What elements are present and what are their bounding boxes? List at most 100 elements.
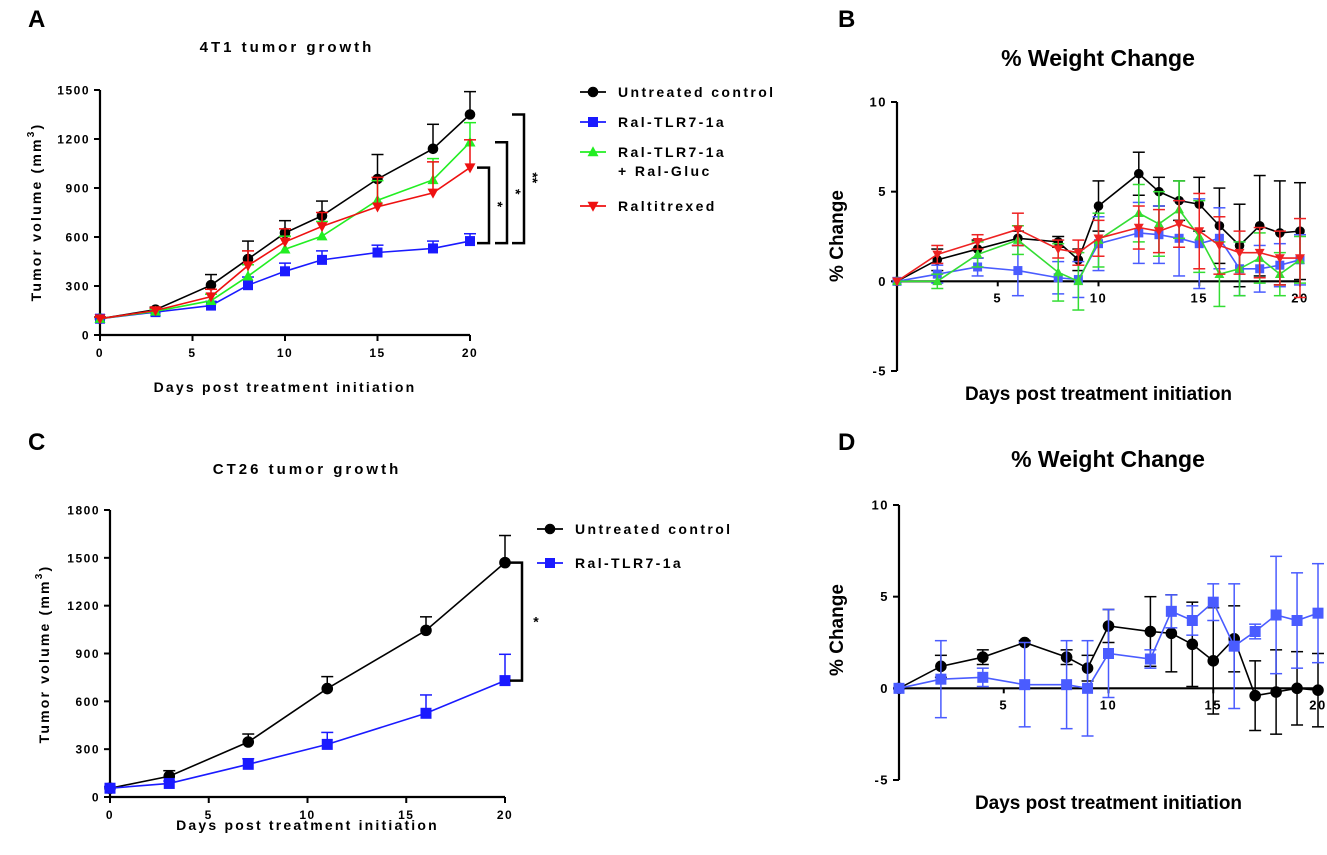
significance-star: * — [490, 202, 506, 208]
data-point — [427, 188, 439, 199]
y-tick-label: 600 — [75, 695, 100, 709]
data-point — [1214, 241, 1225, 251]
legend-label: Ral-TLR7-1a — [618, 114, 726, 130]
panel-label: D — [838, 429, 855, 456]
x-axis-label: Days post treatment initiation — [965, 384, 1232, 405]
panel-a: A 4T1 tumor growth 0 300 600 900 1200 1500 0 5 10 1… — [26, 6, 775, 395]
data-point — [1144, 653, 1156, 665]
legend-marker — [588, 117, 598, 127]
data-point — [1186, 638, 1199, 651]
data-point — [1295, 254, 1305, 264]
y-tick-label: 1200 — [67, 599, 100, 613]
x-tick-label: 5 — [993, 290, 1002, 305]
data-point — [321, 738, 333, 750]
data-point — [206, 300, 216, 311]
data-point — [321, 682, 334, 695]
x-tick-label: 0 — [106, 808, 114, 822]
x-tick-label: 15 — [398, 808, 414, 822]
data-point — [150, 306, 161, 317]
legend-label: Untreated control — [575, 521, 732, 537]
data-point — [1133, 223, 1144, 233]
series-line — [109, 562, 506, 790]
y-axis-label-close: ) — [28, 123, 44, 130]
y-tick-label: 5 — [878, 184, 887, 199]
data-point — [104, 782, 116, 794]
data-point — [242, 758, 254, 770]
legend-label: Ral-TLR7-1a — [575, 555, 683, 571]
y-axis-label-superscript: 3 — [26, 130, 37, 138]
data-point — [972, 238, 983, 248]
data-point — [205, 292, 217, 303]
y-tick-label: 300 — [75, 743, 100, 757]
data-point — [1053, 245, 1064, 255]
data-point — [1093, 234, 1104, 244]
legend-item: Untreated control — [580, 84, 775, 100]
y-axis-label: % Change — [827, 190, 848, 282]
data-point — [464, 109, 476, 120]
data-point — [1144, 625, 1157, 638]
x-tick-label: 5 — [205, 808, 213, 822]
significance-bracket: * — [495, 141, 524, 245]
bracket-line — [512, 113, 526, 245]
x-tick-label: 20 — [462, 346, 478, 360]
data-point — [1186, 615, 1198, 626]
y-tick-label: 900 — [75, 647, 100, 661]
data-point — [317, 254, 327, 265]
data-point — [1082, 682, 1094, 694]
y-tick-label: -5 — [874, 773, 889, 788]
x-axis-label: Days post treatment initiation — [975, 793, 1242, 814]
panel-label: A — [28, 6, 45, 33]
y-tick-label: 10 — [872, 498, 889, 513]
data-point — [316, 230, 328, 241]
legend: Untreated control Ral-TLR7-1a Ral-TLR7-1a +… — [580, 84, 775, 214]
data-point — [1234, 248, 1245, 258]
data-point — [427, 143, 439, 155]
bracket-line — [510, 561, 524, 682]
data-point — [242, 261, 254, 272]
significance-bracket: * — [477, 166, 506, 245]
data-point — [243, 280, 253, 291]
data-point — [932, 276, 943, 286]
panel-label: C — [28, 429, 45, 456]
series-line — [898, 600, 1319, 690]
data-point — [1061, 679, 1073, 691]
chart-title: 4T1 tumor growth — [200, 39, 375, 56]
data-point — [1073, 276, 1084, 286]
legend-item: Untreated control — [537, 521, 732, 537]
y-tick-label: 0 — [878, 274, 887, 289]
legend-label: Ral-TLR7-1a — [618, 144, 726, 160]
data-point — [280, 266, 290, 277]
data-point — [1270, 609, 1282, 621]
legend-marker — [544, 523, 556, 535]
y-tick-label: 900 — [65, 182, 90, 196]
data-point — [242, 270, 254, 281]
legend-marker — [587, 201, 599, 212]
data-point — [1312, 607, 1324, 619]
significance-bracket: * — [510, 561, 539, 682]
y-tick-label: 300 — [65, 280, 90, 294]
y-tick-label: 1200 — [57, 133, 90, 147]
x-tick-label: 10 — [277, 346, 293, 360]
data-point — [464, 163, 476, 174]
legend-label-line2: + Ral-Gluc — [618, 163, 712, 179]
data-point — [1073, 248, 1084, 258]
data-point — [465, 236, 475, 247]
data-point — [1207, 655, 1220, 667]
legend-marker — [587, 86, 599, 98]
data-point — [1019, 679, 1031, 691]
legend-label: Raltitrexed — [618, 198, 717, 214]
data-point — [977, 671, 989, 683]
data-point — [279, 237, 291, 248]
data-point — [1291, 682, 1303, 695]
series-line — [109, 679, 506, 790]
data-point — [1012, 225, 1023, 235]
legend-label: Untreated control — [618, 84, 775, 100]
data-point — [892, 277, 902, 287]
y-tick-label: 10 — [870, 95, 887, 110]
legend-marker — [587, 146, 599, 157]
bracket-line — [495, 141, 509, 245]
y-tick-label: 0 — [880, 681, 889, 696]
panel-label: B — [838, 6, 855, 33]
data-point — [1207, 596, 1219, 608]
